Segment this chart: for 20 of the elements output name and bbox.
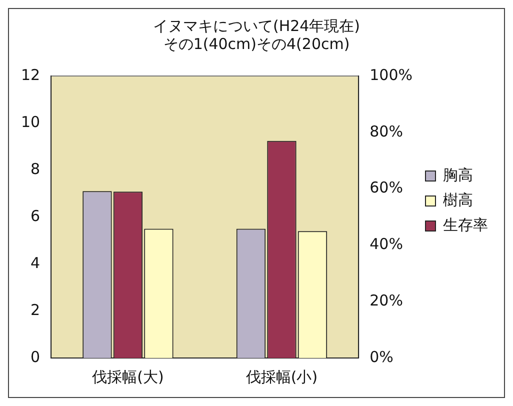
y2-tick-label: 60%	[370, 178, 403, 197]
y2-tick-label: 100%	[370, 66, 413, 84]
y-tick-label: 2	[30, 300, 40, 319]
y2-tick-label: 0%	[370, 348, 394, 366]
legend-label: 樹高	[443, 190, 473, 209]
x-tick-label: 伐採幅(大)	[92, 368, 164, 386]
y2-tick-label: 20%	[370, 291, 403, 310]
legend-label: 胸高	[443, 166, 473, 184]
y-tick-label: 12	[20, 66, 40, 84]
y-tick-label: 6	[30, 206, 40, 225]
y-tick-label: 4	[30, 254, 40, 272]
y2-tick-label: 80%	[370, 122, 403, 140]
text: イヌマキについて(H24年現在)	[152, 16, 360, 35]
y-tick-label: 0	[30, 348, 40, 366]
y-tick-label: 8	[30, 160, 40, 178]
x-tick-label: 伐採幅(小)	[246, 368, 318, 386]
y2-tick-label: 40%	[370, 235, 403, 254]
y-tick-label: 10	[20, 112, 40, 131]
legend-label: 生存率	[443, 216, 488, 234]
text: その1(40cm)その4(20cm)	[163, 34, 350, 53]
